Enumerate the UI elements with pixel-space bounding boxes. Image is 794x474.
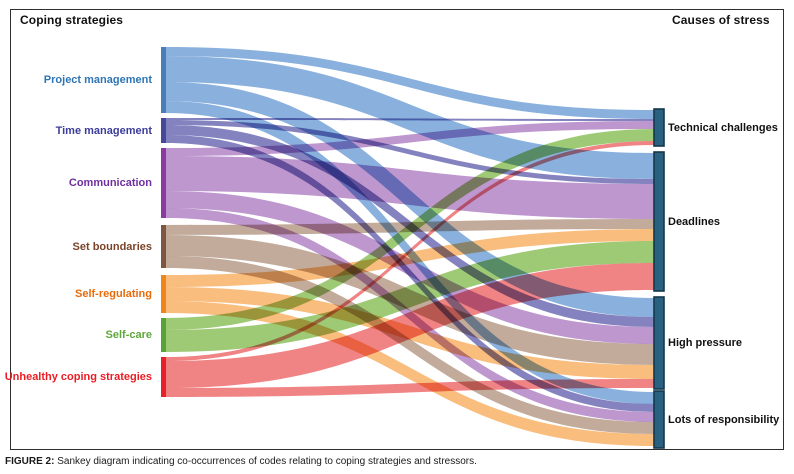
sankey-link-comm-tc bbox=[166, 121, 654, 156]
sankey-link-sc-dl bbox=[166, 241, 654, 352]
sankey-link-pm-tc bbox=[166, 47, 654, 119]
sankey-node-pm bbox=[161, 47, 166, 113]
node-label-lr: Lots of responsibility bbox=[668, 413, 780, 426]
node-label-sr: Self-regulating bbox=[74, 288, 152, 300]
figure-caption-text: Sankey diagram indicating co-occurrences… bbox=[57, 456, 477, 467]
left-column-title: Coping strategies bbox=[20, 13, 124, 27]
node-label-tc: Technical challenges bbox=[668, 121, 778, 134]
figure-caption: FIGURE 2: Sankey diagram indicating co-o… bbox=[5, 456, 477, 467]
sankey-link-uc-hp bbox=[166, 379, 654, 397]
sankey-link-sr-dl bbox=[166, 229, 654, 287]
node-label-tm: Time management bbox=[55, 124, 152, 137]
sankey-node-sr bbox=[161, 275, 166, 313]
sankey-node-sc bbox=[161, 318, 166, 352]
right-column-title: Causes of stress bbox=[672, 13, 770, 27]
sankey-link-sr-lr bbox=[166, 301, 654, 446]
sankey-link-uc-dl bbox=[166, 263, 654, 388]
sankey-link-tm-dl bbox=[166, 120, 654, 184]
node-label-sb: Set boundaries bbox=[72, 240, 152, 253]
sankey-node-lr bbox=[653, 390, 665, 449]
node-label-sc: Self-care bbox=[105, 329, 152, 341]
sankey-node-comm bbox=[161, 148, 166, 218]
sankey-node-hp bbox=[653, 296, 665, 390]
sankey-link-tm-tc bbox=[166, 118, 654, 121]
sankey-link-pm-dl bbox=[166, 56, 654, 179]
sankey-link-uc-tc bbox=[166, 141, 654, 361]
sankey-link-sc-tc bbox=[166, 129, 654, 330]
sankey-link-comm-hp bbox=[166, 191, 654, 344]
sankey-node-tm bbox=[161, 118, 166, 143]
sankey-link-sb-lr bbox=[166, 256, 654, 434]
sankey-node-dl bbox=[653, 151, 665, 292]
node-label-pm: Project management bbox=[43, 74, 152, 86]
node-label-hp: High pressure bbox=[668, 337, 742, 349]
sankey-node-tc bbox=[653, 108, 665, 147]
sankey-node-sb bbox=[161, 225, 166, 268]
sankey-link-comm-dl bbox=[166, 156, 654, 219]
node-label-uc: Unhealthy coping strategies bbox=[4, 371, 152, 383]
sankey-node-uc bbox=[161, 357, 166, 397]
figure-caption-label: FIGURE 2: bbox=[5, 456, 55, 467]
node-label-comm: Communication bbox=[68, 177, 152, 189]
node-label-dl: Deadlines bbox=[668, 215, 720, 228]
